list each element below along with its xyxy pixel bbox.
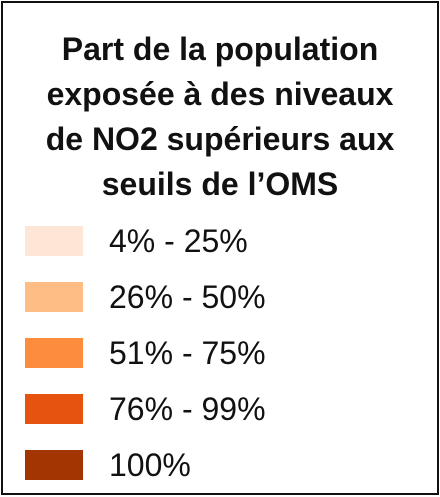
legend-swatch	[25, 226, 83, 256]
title-line: Part de la population	[61, 31, 379, 67]
legend-swatch	[25, 394, 83, 424]
legend-item: 51% - 75%	[3, 325, 437, 381]
legend-item: 4% - 25%	[3, 213, 437, 269]
legend-item: 26% - 50%	[3, 269, 437, 325]
legend-label: 26% - 50%	[109, 278, 266, 315]
title-line: seuils de l’OMS	[101, 166, 339, 202]
legend-swatch	[25, 282, 83, 312]
legend-label: 76% - 99%	[109, 390, 266, 427]
legend-label: 4% - 25%	[109, 222, 248, 259]
legend-swatch	[25, 338, 83, 368]
legend-label: 51% - 75%	[109, 334, 266, 371]
legend-label: 100%	[109, 446, 191, 483]
legend-swatch	[25, 450, 83, 480]
legend-items: 4% - 25% 26% - 50% 51% - 75% 76% - 99% 100%	[3, 213, 437, 493]
legend-item: 76% - 99%	[3, 381, 437, 437]
legend-item: 100%	[3, 437, 437, 493]
legend-title: Part de la population exposée à des nivea…	[3, 27, 437, 207]
title-line: de NO2 supérieurs aux	[45, 121, 395, 157]
title-line: exposée à des niveaux	[46, 76, 394, 112]
